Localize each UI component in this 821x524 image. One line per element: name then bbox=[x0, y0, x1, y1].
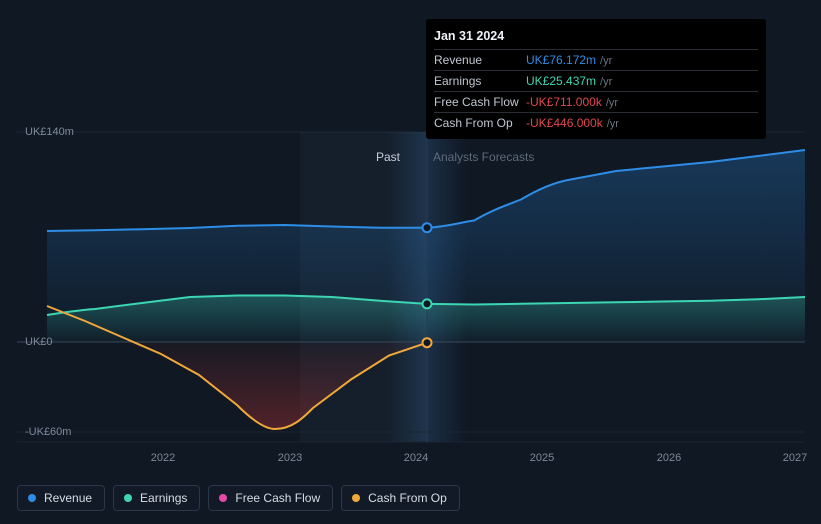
y-label-0: UK£0 bbox=[25, 336, 53, 348]
earnings-marker bbox=[423, 299, 432, 308]
tooltip-value: UK£25.437m bbox=[526, 74, 596, 88]
legend-earnings[interactable]: Earnings bbox=[113, 485, 200, 511]
tooltip-suffix: /yr bbox=[600, 76, 612, 88]
tooltip-row-earnings: Earnings UK£25.437m /yr bbox=[434, 71, 758, 92]
tooltip-row-fcf: Free Cash Flow -UK£711.000k /yr bbox=[434, 92, 758, 113]
x-label-2024: 2024 bbox=[404, 452, 428, 464]
y-label-neg60: -UK£60m bbox=[25, 426, 71, 438]
legend-label: Revenue bbox=[44, 491, 92, 505]
tooltip-row-cfo: Cash From Op -UK£446.000k /yr bbox=[434, 113, 758, 133]
legend-dot-icon bbox=[352, 494, 360, 502]
chart-tooltip: Jan 31 2024 Revenue UK£76.172m /yr Earni… bbox=[426, 19, 766, 139]
legend-cfo[interactable]: Cash From Op bbox=[341, 485, 460, 511]
tooltip-row-revenue: Revenue UK£76.172m /yr bbox=[434, 50, 758, 71]
revenue-marker bbox=[423, 223, 432, 232]
x-label-2023: 2023 bbox=[278, 452, 302, 464]
legend-label: Free Cash Flow bbox=[235, 491, 320, 505]
tooltip-label: Earnings bbox=[434, 74, 526, 88]
past-label: Past bbox=[376, 150, 400, 164]
legend-dot-icon bbox=[28, 494, 36, 502]
tooltip-value: -UK£711.000k bbox=[526, 95, 602, 109]
legend-fcf[interactable]: Free Cash Flow bbox=[208, 485, 333, 511]
tooltip-label: Cash From Op bbox=[434, 116, 526, 130]
legend-revenue[interactable]: Revenue bbox=[17, 485, 105, 511]
cfo-marker bbox=[423, 338, 432, 347]
y-label-140: UK£140m bbox=[25, 126, 74, 138]
x-label-2027: 2027 bbox=[783, 452, 807, 464]
x-label-2026: 2026 bbox=[657, 452, 681, 464]
x-label-2025: 2025 bbox=[530, 452, 554, 464]
legend-dot-icon bbox=[124, 494, 132, 502]
tooltip-label: Revenue bbox=[434, 53, 526, 67]
tooltip-suffix: /yr bbox=[607, 118, 619, 130]
tooltip-suffix: /yr bbox=[600, 55, 612, 67]
tooltip-title: Jan 31 2024 bbox=[434, 27, 758, 50]
chart-legend: Revenue Earnings Free Cash Flow Cash Fro… bbox=[17, 485, 460, 511]
legend-label: Cash From Op bbox=[368, 491, 447, 505]
tooltip-value: -UK£446.000k bbox=[526, 116, 603, 130]
x-label-2022: 2022 bbox=[151, 452, 175, 464]
legend-label: Earnings bbox=[140, 491, 187, 505]
tooltip-suffix: /yr bbox=[606, 97, 618, 109]
forecast-label: Analysts Forecasts bbox=[433, 150, 534, 164]
tooltip-value: UK£76.172m bbox=[526, 53, 596, 67]
legend-dot-icon bbox=[219, 494, 227, 502]
tooltip-label: Free Cash Flow bbox=[434, 95, 526, 109]
